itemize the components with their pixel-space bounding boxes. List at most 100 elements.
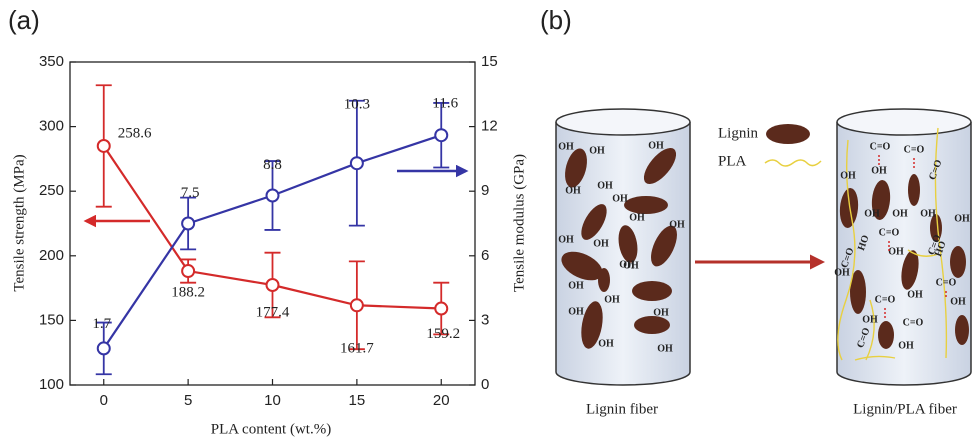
y2-tick-label: 9 [481, 182, 489, 199]
hydroxyl: OH [892, 208, 908, 219]
y-tick-label: 200 [39, 247, 64, 264]
x-tick-label: 15 [349, 392, 366, 409]
hydroxyl: OH [907, 289, 923, 300]
hydroxyl: OH [648, 140, 664, 151]
hydroxyl: HO [856, 234, 872, 253]
hydroxyl: OH [629, 212, 645, 223]
y-tick-label: 350 [39, 53, 64, 70]
caption: Lignin/PLA fiber [853, 401, 957, 417]
carbonyl: C=O [879, 227, 900, 238]
y2-tick-label: 3 [481, 311, 489, 328]
y2-axis-label: Tensile modulus (GPa) [511, 154, 527, 292]
hydroxyl: OH [558, 141, 574, 152]
y2-tick-label: 12 [481, 118, 498, 135]
x-tick-label: 20 [433, 392, 450, 409]
lignin [850, 270, 866, 314]
point [434, 128, 449, 143]
fiber-top [555, 108, 691, 136]
lignin [581, 204, 607, 240]
panel-label: (b) [540, 5, 572, 35]
y-axis-label: Tensile strength (MPa) [11, 154, 27, 291]
hydroxyl: OH [619, 259, 635, 270]
pla-chain [837, 139, 856, 361]
carbonyl: C=O [870, 141, 891, 152]
legend-pla [764, 159, 822, 167]
hydroxyl: OH [612, 193, 628, 204]
hydroxyl: OH [568, 306, 584, 317]
hydroxyl: OH [871, 165, 887, 176]
hydroxyl: HO [933, 240, 949, 259]
lignin [581, 301, 603, 349]
data-label: 159.2 [426, 326, 460, 342]
data-label: 188.2 [171, 284, 205, 300]
lignin [565, 148, 587, 188]
point [265, 188, 280, 203]
hydroxyl: OH [669, 219, 685, 230]
hydroxyl: OH [597, 180, 613, 191]
point [181, 216, 196, 231]
hydroxyl: OH [864, 208, 880, 219]
data-label: 161.7 [340, 341, 374, 357]
hydroxyl: OH [568, 280, 584, 291]
pla-chain [907, 249, 939, 257]
hydroxyl: OH [862, 314, 878, 325]
data-label: 1.7 [92, 316, 111, 332]
panel-label: (a) [8, 5, 40, 35]
data-label: 11.6 [432, 96, 458, 112]
y2-tick-label: 15 [481, 53, 498, 70]
y-tick-label: 150 [39, 311, 64, 328]
hydroxyl: OH [589, 145, 605, 156]
lignin [634, 316, 670, 334]
y-tick-label: 250 [39, 182, 64, 199]
hydroxyl: OH [558, 234, 574, 245]
hydroxyl: OH [888, 246, 904, 257]
data-label: 258.6 [118, 125, 152, 141]
legend-label: PLA [718, 153, 747, 169]
y2-tick-label: 0 [481, 376, 489, 393]
carbonyl: C=O [875, 294, 896, 305]
point [349, 298, 364, 313]
lignin [598, 268, 610, 292]
hydroxyl: OH [623, 260, 639, 271]
carbonyl: C=O [904, 144, 925, 155]
x-axis-label: PLA content (wt.%) [211, 421, 331, 437]
point [434, 301, 449, 316]
y-tick-label: 300 [39, 118, 64, 135]
carbonyl: C=O [903, 317, 924, 328]
hydroxyl: OH [653, 307, 669, 318]
data-label: 8.8 [263, 157, 282, 173]
lignin [839, 188, 859, 228]
lignin [651, 225, 677, 267]
point [265, 277, 280, 292]
hydroxyl: OH [834, 267, 850, 278]
x-tick-label: 0 [100, 392, 108, 409]
lignin [618, 225, 638, 263]
hydroxyl: OH [954, 213, 970, 224]
point [181, 264, 196, 279]
legend-lignin [766, 124, 810, 144]
hydroxyl: OH [950, 296, 966, 307]
lignin [632, 281, 672, 301]
hydroxyl: OH [920, 208, 936, 219]
point [96, 138, 111, 153]
fiber-top [836, 108, 972, 136]
hydroxyl: OH [593, 238, 609, 249]
lignin [950, 246, 966, 278]
data-label: 177.4 [256, 304, 290, 320]
diagram: Lignin PLA Lignin fiber Lignin/PLA fiber… [555, 108, 972, 417]
data-label: 7.5 [181, 185, 200, 201]
pla-chain [854, 355, 896, 361]
lignin [955, 315, 969, 345]
legend-label: Lignin [718, 125, 758, 141]
caption: Lignin fiber [586, 401, 658, 417]
pla-chain [865, 299, 875, 361]
lignin [643, 147, 677, 185]
y-tick-label: 100 [39, 376, 64, 393]
lignin [871, 180, 891, 220]
hydroxyl: OH [604, 294, 620, 305]
hydroxyl: OH [657, 343, 673, 354]
hydroxyl: OH [598, 338, 614, 349]
lignin [908, 174, 920, 206]
y2-tick-label: 6 [481, 247, 489, 264]
